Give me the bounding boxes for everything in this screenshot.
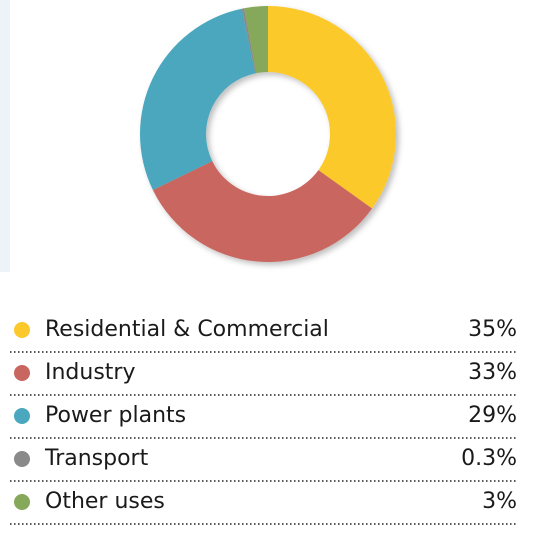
- donut: [140, 6, 396, 263]
- value-label: 0.3%: [461, 446, 517, 471]
- donut-slice: [244, 6, 268, 74]
- value-label: 33%: [468, 360, 517, 385]
- donut-slice: [140, 8, 256, 190]
- legend-swatch: [14, 365, 30, 381]
- value-label: 3%: [482, 489, 517, 514]
- legend-swatch: [14, 408, 30, 424]
- legend-label: Other uses: [45, 489, 165, 514]
- donut-slice: [152, 161, 373, 263]
- legend-swatch: [14, 322, 30, 338]
- side-panel: [0, 0, 10, 272]
- value-label: 35%: [468, 317, 517, 342]
- legend-label: Residential & Commercial: [45, 317, 329, 342]
- legend-swatch: [14, 494, 30, 510]
- legend-swatch: [14, 451, 30, 467]
- donut-slice: [268, 6, 396, 209]
- legend-label: Industry: [45, 360, 136, 385]
- legend-label: Transport: [44, 446, 149, 471]
- value-label: 29%: [468, 403, 517, 428]
- legend-label: Power plants: [45, 403, 186, 428]
- donut-slice: [241, 8, 257, 74]
